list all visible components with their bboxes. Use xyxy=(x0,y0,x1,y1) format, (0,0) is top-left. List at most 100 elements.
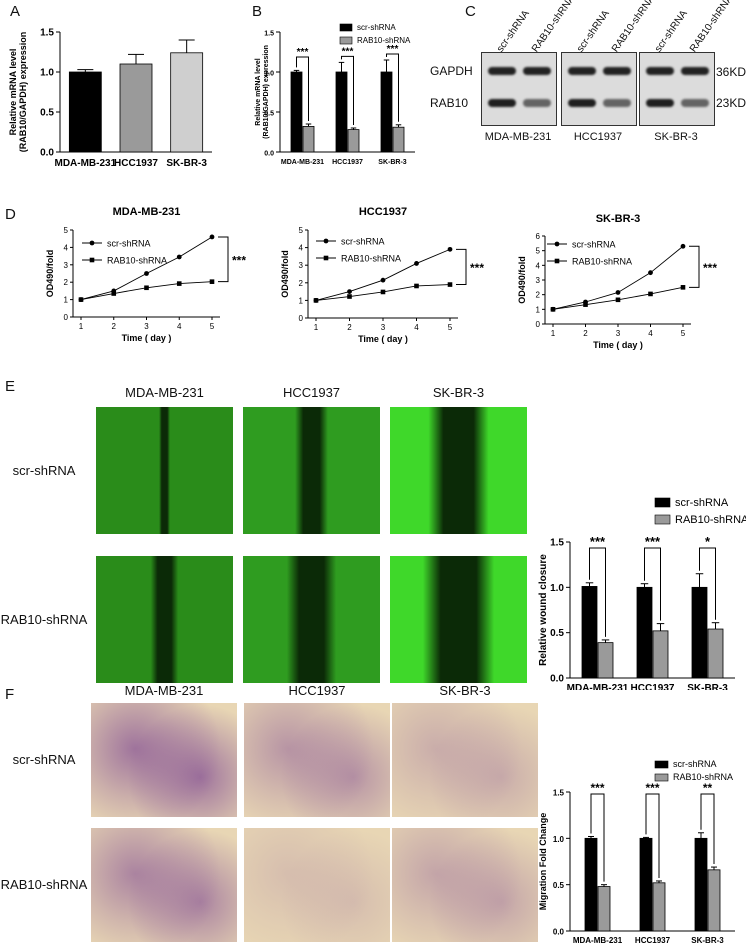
panel-letter-f: F xyxy=(5,686,15,703)
bar xyxy=(335,71,348,153)
y-tick-label: 1.5 xyxy=(553,789,565,798)
category-label: SK-BR-3 xyxy=(378,159,406,166)
data-point xyxy=(111,291,117,296)
significance-label: *** xyxy=(470,261,484,275)
row-label: scr-shRNA xyxy=(12,462,76,478)
data-point xyxy=(615,290,621,295)
data-point xyxy=(447,246,453,252)
bar xyxy=(694,837,708,932)
data-point xyxy=(144,285,149,291)
panel-letter-e: E xyxy=(5,378,16,395)
column-label: SK-BR-3 xyxy=(439,683,491,698)
rab10-band xyxy=(523,99,551,107)
x-tick-label: 1 xyxy=(79,322,84,331)
data-point xyxy=(313,298,319,303)
bar xyxy=(170,52,204,153)
chart-d-sk-br-3-proliferation: SK-BR-3 0 1 2 3 4 5 6 1 2 3 4 5 Time ( day ) OD490/fol… xyxy=(517,213,717,350)
data-point xyxy=(583,302,588,307)
micrograph-tile xyxy=(392,828,538,942)
significance-label: *** xyxy=(297,47,309,58)
legend-label: RAB10-shRNA xyxy=(675,514,746,526)
significance-bracket xyxy=(644,547,661,621)
y-tick-label: 0 xyxy=(299,314,304,323)
blot-membrane xyxy=(639,52,715,126)
legend-label: scr-shRNA xyxy=(107,239,151,249)
y-tick-label: 1.0 xyxy=(553,835,565,844)
micrograph-tile xyxy=(390,556,527,683)
micrograph-tile xyxy=(96,556,233,683)
bar xyxy=(119,63,153,153)
bar xyxy=(581,586,598,679)
data-point xyxy=(176,281,182,286)
y-tick-label: 0.0 xyxy=(264,151,274,158)
x-axis-label: Time ( day ) xyxy=(593,340,643,350)
chart-d-mda-mb-231-proliferation: MDA-MB-231 0 1 2 3 4 5 1 2 3 4 5 Time ( day ) OD490/f… xyxy=(45,206,246,343)
panel-letter-a: A xyxy=(10,3,21,20)
column-label: SK-BR-3 xyxy=(432,385,485,400)
y-tick-label: 0 xyxy=(64,313,69,322)
bar xyxy=(68,71,102,153)
significance-bracket xyxy=(296,56,309,121)
significance-bracket xyxy=(689,245,700,288)
bar xyxy=(584,837,598,932)
significance-label: *** xyxy=(387,44,399,55)
gapdh-band xyxy=(523,67,551,75)
significance-label: *** xyxy=(232,253,246,267)
column-label: MDA-MB-231 xyxy=(125,385,204,400)
significance-label: *** xyxy=(703,261,717,275)
x-tick-label: 4 xyxy=(177,322,182,331)
data-point xyxy=(680,285,686,290)
y-axis-label: OD490/fold xyxy=(45,250,55,298)
y-tick-label: 0.0 xyxy=(40,148,54,159)
lane-label: scr-shRNA xyxy=(495,8,532,55)
data-point xyxy=(414,261,419,266)
micrograph-tile xyxy=(244,828,390,942)
data-point xyxy=(414,283,419,289)
x-tick-label: 5 xyxy=(681,329,686,338)
y-tick-label: 1.5 xyxy=(40,28,54,39)
y-tick-label: 4 xyxy=(64,243,69,252)
legend-label: RAB10-shRNA xyxy=(673,772,733,782)
chart-d-hcc1937-proliferation: HCC1937 0 1 2 3 4 5 1 2 3 4 5 Time ( day ) OD490/fold… xyxy=(280,206,484,344)
significance-label: *** xyxy=(590,534,606,549)
significance-label: * xyxy=(705,534,711,549)
x-tick-label: 2 xyxy=(347,323,352,332)
x-tick-label: 3 xyxy=(144,322,149,331)
rab10-band xyxy=(488,99,516,107)
bar xyxy=(691,586,708,679)
legend-label: scr-shRNA xyxy=(673,759,717,769)
micrograph-tile xyxy=(91,703,237,817)
data-point xyxy=(209,279,215,284)
lane-label: RAB10-shRNA xyxy=(610,0,658,55)
rab10-band xyxy=(603,99,631,107)
y-tick-label: 0 xyxy=(536,320,541,329)
micrograph-tile xyxy=(91,828,237,942)
bar xyxy=(707,869,721,932)
panel-letter-c: C xyxy=(465,3,476,20)
x-tick-label: 4 xyxy=(648,329,653,338)
y-axis-label: Relative wound closure xyxy=(538,554,549,666)
category-label: MDA-MB-231 xyxy=(54,158,116,169)
bar xyxy=(392,126,405,153)
micrograph-tile xyxy=(96,407,233,534)
legend-marker xyxy=(89,257,95,263)
data-point xyxy=(615,297,621,303)
significance-label: *** xyxy=(590,781,604,795)
y-tick-label: 0.5 xyxy=(550,628,564,639)
data-point xyxy=(447,282,453,287)
row-label-rab10: RAB10 xyxy=(430,96,469,110)
transwell-image-grid: MDA-MB-231 HCC1937 SK-BR-3 scr-shRNA RAB10-s… xyxy=(0,683,538,944)
legend-marker xyxy=(89,240,95,246)
bar xyxy=(652,882,666,932)
x-tick-label: 3 xyxy=(616,329,621,338)
x-axis-label: Time ( day ) xyxy=(358,334,408,344)
legend-marker xyxy=(554,258,560,264)
significance-label: ** xyxy=(703,781,713,795)
data-point xyxy=(380,289,386,295)
micrograph-tile xyxy=(390,407,527,534)
data-point xyxy=(380,277,386,283)
legend-label: scr-shRNA xyxy=(357,23,396,32)
y-tick-label: 2 xyxy=(64,278,69,287)
y-tick-label: 5 xyxy=(299,226,304,235)
